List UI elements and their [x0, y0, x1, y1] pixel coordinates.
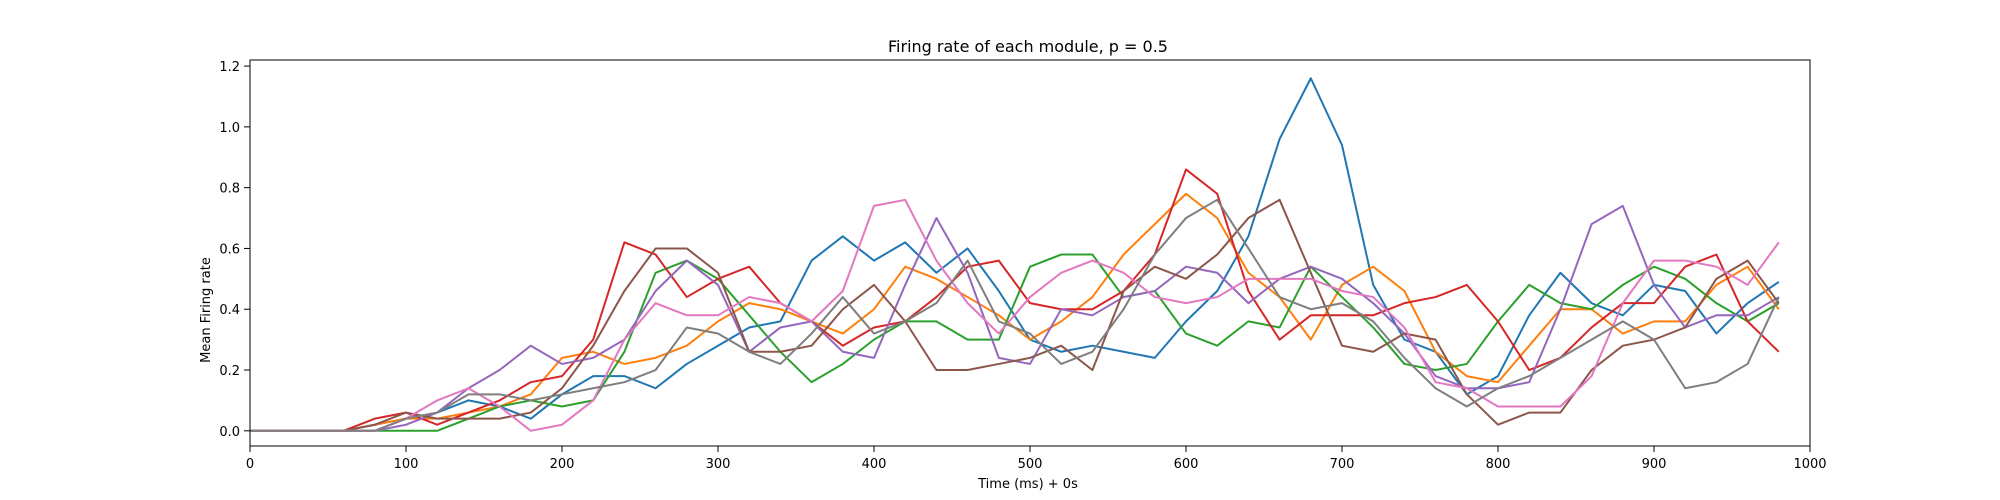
series-line-8 — [250, 198, 1780, 432]
y-tick-label: 0.6 — [219, 242, 240, 257]
y-tick-label: 0.0 — [219, 425, 240, 440]
x-tick-label: 0 — [246, 457, 254, 472]
y-tick-label: 0.4 — [219, 303, 240, 318]
y-axis-label: Mean Firing rate — [199, 257, 214, 363]
plot-frame — [249, 59, 1811, 447]
x-tick-label: 600 — [1174, 457, 1199, 472]
x-tick-label: 800 — [1486, 457, 1511, 472]
y-tick-label: 0.2 — [219, 364, 240, 379]
y-axis: 0.0 0.2 0.4 0.6 0.8 1.0 1.2 — [219, 60, 250, 440]
x-tick-label: 700 — [1330, 457, 1355, 472]
y-tick-label: 1.0 — [219, 121, 240, 136]
series-line-1 — [250, 77, 1780, 432]
series-line-6 — [250, 198, 1780, 432]
x-tick-label: 500 — [1018, 457, 1043, 472]
y-tick-label: 1.2 — [219, 60, 240, 75]
x-tick-label: 200 — [550, 457, 575, 472]
series-line-4 — [250, 168, 1780, 432]
x-tick-label: 300 — [706, 457, 731, 472]
series-layer — [250, 77, 1780, 432]
x-tick-label: 400 — [862, 457, 887, 472]
series-line-3 — [250, 253, 1780, 432]
series-line-5 — [250, 204, 1780, 432]
chart-title: Firing rate of each module, p = 0.5 — [888, 37, 1168, 56]
x-tick-label: 100 — [394, 457, 419, 472]
y-tick-label: 0.8 — [219, 182, 240, 197]
x-axis-label: Time (ms) + 0s — [977, 477, 1078, 492]
x-axis: 0 100 200 300 400 500 600 700 800 900 1000 — [246, 446, 1827, 472]
x-tick-label: 900 — [1642, 457, 1667, 472]
series-line-7 — [250, 198, 1780, 432]
x-tick-label: 1000 — [1793, 457, 1826, 472]
